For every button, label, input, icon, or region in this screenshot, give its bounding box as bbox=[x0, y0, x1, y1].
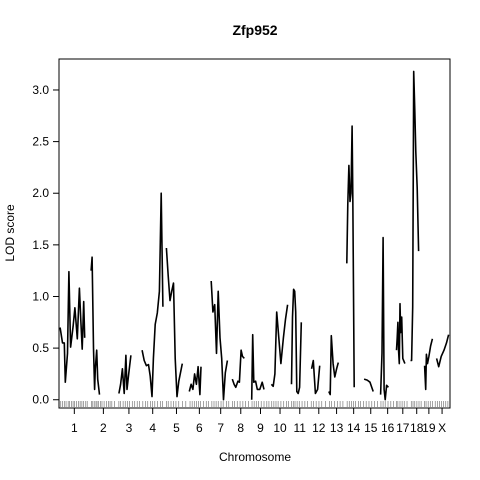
x-tick-label: 19 bbox=[422, 421, 436, 435]
lod-line-chr-17 bbox=[395, 302, 406, 365]
y-tick-label: 0.0 bbox=[32, 393, 49, 407]
x-tick-label: 11 bbox=[294, 421, 307, 435]
lod-line-chr-x bbox=[435, 334, 450, 368]
x-tick-label: 6 bbox=[196, 421, 203, 435]
lod-line-chr-14 bbox=[346, 125, 355, 388]
x-tick-label: 3 bbox=[126, 421, 133, 435]
y-axis-label: LOD score bbox=[3, 204, 17, 262]
plot-area: 0.00.51.01.52.02.53.01 2 3 4 5 6 7 8 9 10 11 12 13 14… bbox=[32, 58, 451, 435]
y-tick-label: 2.5 bbox=[32, 135, 49, 149]
y-tick-label: 1.5 bbox=[32, 238, 49, 252]
lod-line-chr-12 bbox=[310, 359, 321, 395]
lod-line-chr-8 bbox=[231, 349, 245, 389]
lod-line-chr-2 bbox=[90, 256, 101, 395]
x-tick-label: 7 bbox=[217, 421, 224, 435]
chart-title: Zfp952 bbox=[232, 22, 277, 38]
x-tick-label: 2 bbox=[100, 421, 107, 435]
x-tick-label: 4 bbox=[149, 421, 156, 435]
x-tick-label: 17 bbox=[396, 421, 410, 435]
x-tick-label: 8 bbox=[237, 421, 244, 435]
lod-line-chr-10 bbox=[270, 304, 289, 388]
lod-line-chr-13 bbox=[328, 334, 340, 396]
x-tick-label: 16 bbox=[381, 421, 395, 435]
x-tick-label: 15 bbox=[364, 421, 378, 435]
x-tick-label: 12 bbox=[312, 421, 326, 435]
lod-line-chr-1 bbox=[59, 270, 86, 384]
lod-line-chr-9 bbox=[250, 333, 265, 400]
lod-line-chr-6 bbox=[188, 365, 202, 396]
plot-frame bbox=[58, 58, 451, 409]
x-axis-label: Chromosome bbox=[219, 450, 291, 464]
x-tick-label: 9 bbox=[257, 421, 264, 435]
y-tick-label: 0.5 bbox=[32, 341, 49, 355]
lod-line-chr-16 bbox=[379, 236, 389, 401]
x-tick-label: 13 bbox=[330, 421, 344, 435]
lod-line-chr-3 bbox=[118, 354, 132, 395]
y-tick-label: 2.0 bbox=[32, 186, 49, 200]
y-tick-label: 1.0 bbox=[32, 289, 49, 303]
lod-line-chr-5 bbox=[165, 247, 184, 398]
lod-line-chr-4 bbox=[141, 192, 164, 398]
x-tick-label: X bbox=[438, 421, 446, 435]
x-tick-label: 18 bbox=[410, 421, 424, 435]
lod-line-chr-15 bbox=[363, 378, 374, 392]
x-tick-label: 1 bbox=[71, 421, 78, 435]
x-tick-label: 14 bbox=[347, 421, 361, 435]
lod-line-chr-18 bbox=[410, 70, 420, 362]
x-tick-label: 10 bbox=[273, 421, 287, 435]
lod-line-chr-7 bbox=[210, 280, 229, 401]
lod-line-chr-19 bbox=[423, 338, 434, 391]
y-tick-label: 3.0 bbox=[32, 83, 49, 97]
x-tick-label: 5 bbox=[173, 421, 180, 435]
lod-line-chr-11 bbox=[290, 288, 303, 395]
